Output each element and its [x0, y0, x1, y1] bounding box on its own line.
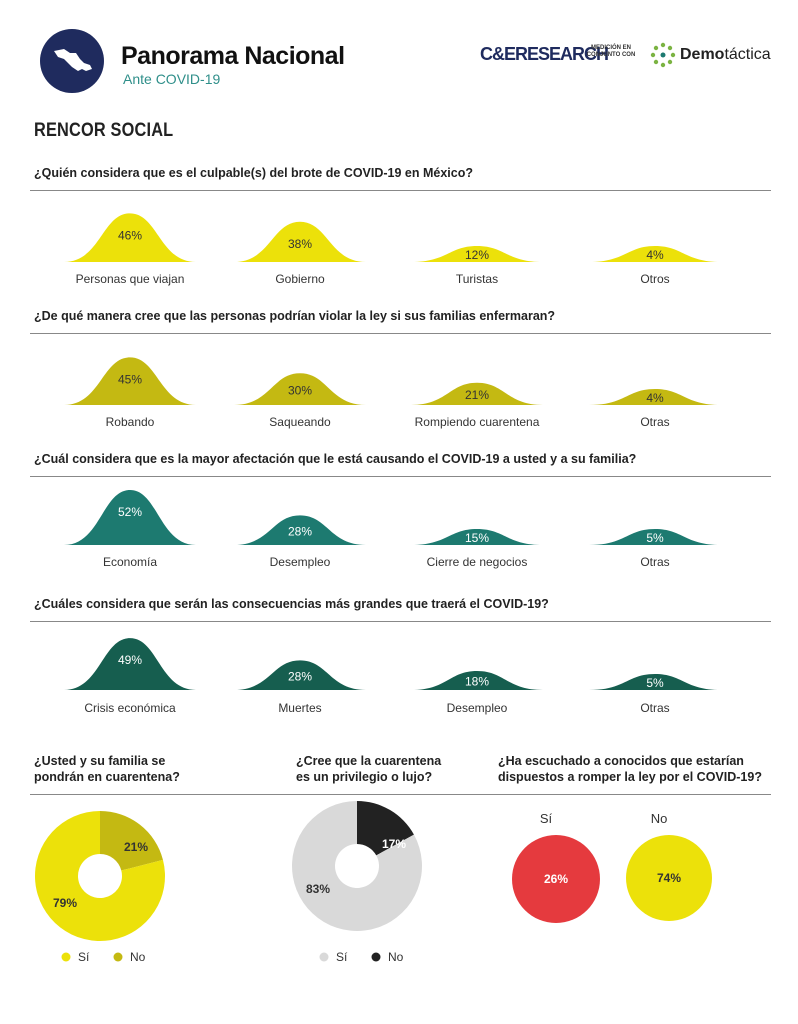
- data-label: 18%: [465, 674, 489, 688]
- bell-bar-1-3: [411, 246, 543, 262]
- bell-bar-3-1: [64, 490, 196, 545]
- category-label: Otras: [640, 555, 669, 569]
- category-label: Crisis económica: [84, 701, 176, 715]
- category-label: Otras: [640, 415, 669, 429]
- data-label: 21%: [124, 840, 148, 854]
- data-label: 4%: [646, 248, 664, 262]
- page-title: Panorama Nacional: [121, 42, 345, 70]
- question-7-title-line2: dispuestos a romper la ley por el COVID-…: [498, 770, 762, 784]
- pie-slice-2-2: [357, 801, 414, 856]
- category-label: Muertes: [278, 701, 321, 715]
- divider: [30, 621, 771, 622]
- bell-bar-1-4: [589, 246, 721, 262]
- category-label: Saqueando: [269, 415, 331, 429]
- bell-bar-2-3: [411, 382, 543, 405]
- legend-privilege-swatch-1: [319, 952, 329, 962]
- question-6-title-line2: es un privilegio o lujo?: [296, 770, 433, 784]
- data-label: 28%: [288, 525, 312, 539]
- bell-bar-3-2: [234, 515, 366, 545]
- pie-slice-1-2: [100, 811, 163, 871]
- question-7-title-line1: ¿Ha escuchado a conocidos que estarían: [498, 754, 744, 768]
- data-label: 46%: [118, 228, 142, 242]
- mexico-map-icon: [54, 49, 92, 71]
- category-label: Desempleo: [270, 555, 331, 569]
- legend-quarantine-swatch-1: [61, 952, 71, 962]
- bell-bar-1-1: [64, 213, 196, 262]
- data-label: 28%: [288, 670, 312, 684]
- data-label: 83%: [306, 882, 330, 896]
- bell-bar-1-2: [234, 221, 366, 262]
- data-label: 26%: [544, 872, 568, 886]
- question-5-title-line1: ¿Usted y su familia se: [34, 754, 166, 768]
- legend-quarantine-label-2: No: [130, 950, 146, 964]
- partnership-text: MEDICIÓN EN CONJUNTO CON: [586, 45, 636, 58]
- demotactica-dots-icon: [650, 42, 676, 68]
- legend-quarantine-swatch-2: [113, 952, 123, 962]
- divider: [30, 190, 771, 191]
- question-5-title-line2: pondrán en cuarentena?: [34, 770, 180, 784]
- legend-quarantine-label-1: Sí: [78, 950, 90, 964]
- question-1-title: ¿Quién considera que es el culpable(s) d…: [34, 166, 473, 180]
- legend-privilege-swatch-2: [371, 952, 381, 962]
- data-label: 74%: [657, 871, 681, 885]
- question-4-title: ¿Cuáles considera que serán las consecue…: [34, 597, 549, 611]
- bell-bar-2-1: [64, 357, 196, 405]
- question-6-title-line1: ¿Cree que la cuarentena: [296, 754, 442, 768]
- mexico-map-logo: [40, 29, 104, 93]
- data-label: 15%: [465, 531, 489, 545]
- bell-bar-3-4: [589, 529, 721, 545]
- category-label: Cierre de negocios: [427, 555, 528, 569]
- circle-mark-2: [626, 835, 712, 921]
- data-label: 12%: [465, 248, 489, 262]
- category-label: Robando: [106, 415, 155, 429]
- data-label: 79%: [53, 896, 77, 910]
- data-label: 52%: [118, 505, 142, 519]
- data-label: 17%: [382, 837, 406, 851]
- data-label: 5%: [646, 676, 664, 690]
- question-3-title: ¿Cuál considera que es la mayor afectaci…: [34, 452, 637, 466]
- data-label: 21%: [465, 388, 489, 402]
- page-subtitle: Ante COVID-19: [123, 71, 221, 87]
- bell-bar-4-2: [234, 660, 366, 690]
- data-label: 5%: [646, 531, 664, 545]
- bell-bar-2-2: [234, 373, 366, 405]
- bell-bar-3-3: [411, 529, 543, 545]
- bell-bar-2-4: [589, 389, 721, 405]
- data-label: 45%: [118, 372, 142, 386]
- pie-slice-2-1: [291, 801, 422, 932]
- ce-research-logo: C&ERESEARCH: [480, 44, 609, 64]
- circle-mark-1: [512, 835, 600, 923]
- category-label: Desempleo: [447, 701, 508, 715]
- divider: [30, 794, 771, 795]
- category-label: Otras: [640, 701, 669, 715]
- category-label: Rompiendo cuarentena: [415, 415, 540, 429]
- bell-bar-4-3: [411, 670, 543, 690]
- bell-bar-4-4: [589, 674, 721, 690]
- category-label: Personas que viajan: [76, 272, 185, 286]
- circle-category-2: No: [651, 811, 668, 826]
- data-label: 30%: [288, 384, 312, 398]
- bell-bar-4-1: [64, 638, 196, 690]
- legend-privilege-label-1: Sí: [336, 950, 348, 964]
- data-label: 38%: [288, 237, 312, 251]
- divider: [30, 476, 771, 477]
- demotactica-logo: Demotáctica: [680, 46, 771, 63]
- section-title: RENCOR SOCIAL: [34, 120, 174, 141]
- category-label: Gobierno: [275, 272, 325, 286]
- divider: [30, 333, 771, 334]
- category-label: Otros: [640, 272, 669, 286]
- pie-slice-1-1: [34, 811, 166, 941]
- question-2-title: ¿De qué manera cree que las personas pod…: [34, 309, 556, 323]
- circle-category-1: Sí: [540, 811, 553, 826]
- category-label: Economía: [103, 555, 157, 569]
- category-label: Turistas: [456, 272, 498, 286]
- data-label: 49%: [118, 653, 142, 667]
- data-label: 4%: [646, 391, 664, 405]
- legend-privilege-label-2: No: [388, 950, 404, 964]
